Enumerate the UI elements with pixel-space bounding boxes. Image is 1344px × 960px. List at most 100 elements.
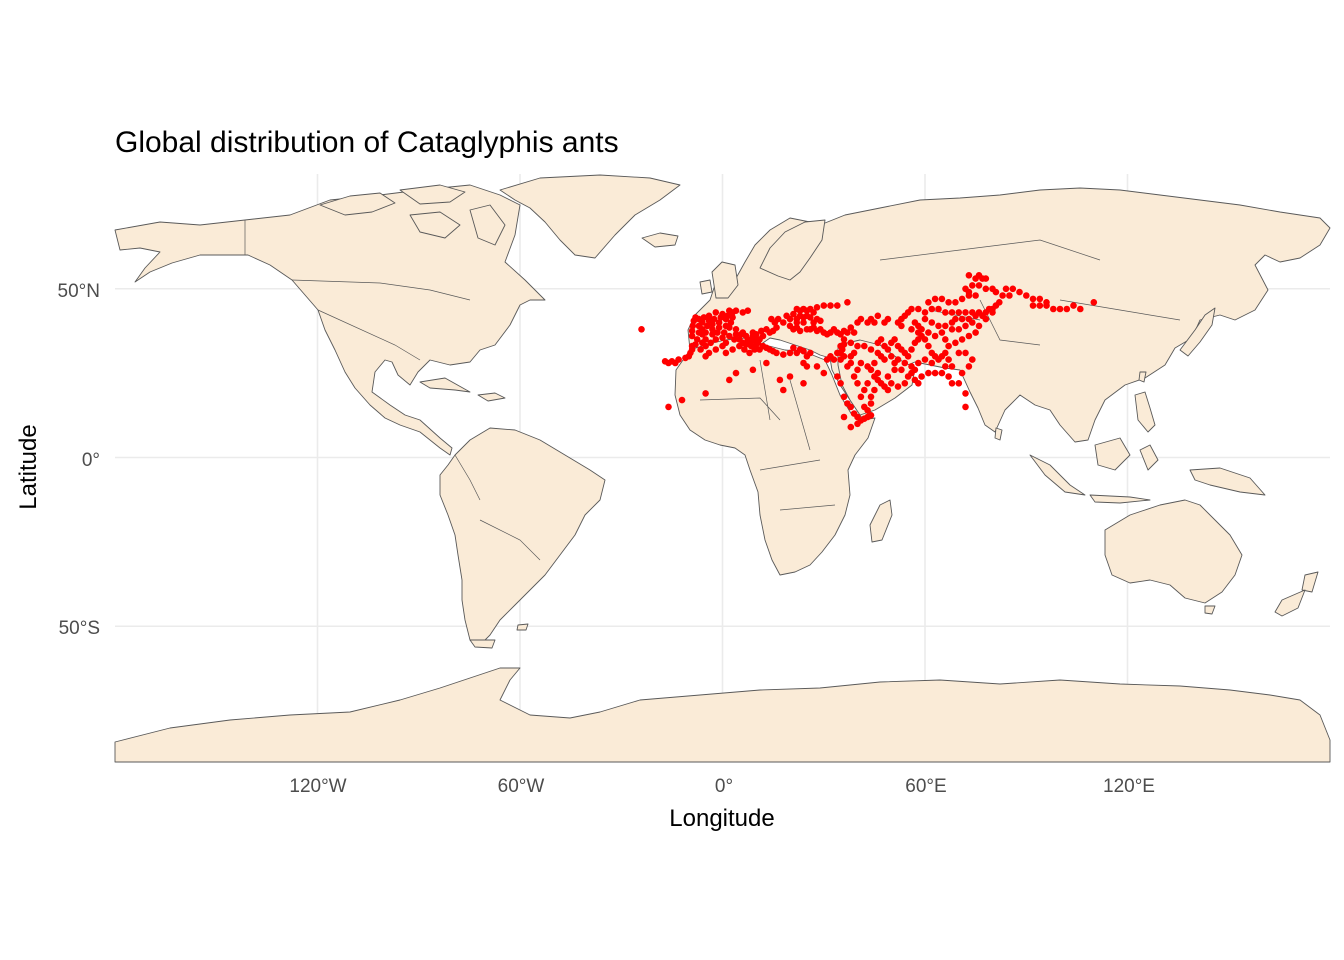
occurrence-point	[773, 324, 780, 331]
occurrence-point	[793, 319, 801, 326]
occurrence-point	[955, 326, 963, 333]
occurrence-point	[702, 390, 709, 397]
occurrence-point	[867, 346, 875, 353]
occurrence-point	[774, 315, 782, 323]
occurrence-point	[712, 346, 720, 353]
occurrence-point	[891, 336, 898, 343]
occurrence-point	[884, 386, 892, 394]
occurrence-point	[857, 359, 865, 367]
occurrence-point	[731, 336, 738, 343]
occurrence-point	[786, 349, 794, 357]
occurrence-point	[688, 327, 696, 335]
occurrence-point	[722, 349, 730, 357]
occurrence-point	[1036, 295, 1044, 303]
occurrence-point	[975, 322, 983, 330]
y-tick-label: 50°N	[58, 281, 100, 302]
landmass-arctic-archipelago	[319, 184, 506, 246]
occurrence-point	[948, 380, 956, 387]
occurrence-point	[938, 329, 946, 336]
occurrence-point	[837, 356, 844, 363]
occurrence-point	[871, 359, 878, 367]
occurrence-point	[871, 386, 878, 394]
occurrence-point	[704, 322, 711, 330]
occurrence-point	[796, 327, 804, 335]
occurrence-point	[884, 373, 892, 380]
occurrence-point	[965, 332, 973, 340]
occurrence-point	[722, 339, 730, 347]
occurrence-point	[726, 324, 733, 331]
occurrence-point	[780, 319, 787, 326]
occurrence-point	[955, 349, 963, 357]
occurrence-point	[773, 349, 780, 357]
occurrence-point	[867, 412, 875, 419]
occurrence-point	[945, 299, 952, 306]
occurrence-point	[693, 336, 701, 343]
occurrence-point	[908, 326, 915, 333]
landmass-japan	[1179, 307, 1216, 357]
occurrence-point	[898, 322, 905, 330]
occurrence-point	[975, 282, 983, 289]
occurrence-point	[938, 369, 946, 377]
x-tick-label: 0°	[715, 776, 733, 797]
occurrence-point	[925, 299, 932, 306]
occurrence-point	[739, 309, 747, 316]
landmass-africa	[674, 337, 876, 576]
occurrence-point	[1029, 302, 1037, 309]
landmass-indonesia	[1029, 437, 1266, 504]
landmass-antarctica	[114, 667, 1331, 763]
x-axis-ticks: 120°W 60°W 0° 60°E 120°E	[289, 776, 1155, 797]
occurrence-point	[915, 305, 922, 313]
occurrence-point	[830, 356, 838, 363]
occurrence-point	[908, 346, 915, 353]
occurrence-point	[884, 346, 892, 353]
occurrence-point	[840, 393, 848, 401]
occurrence-point	[1002, 285, 1010, 293]
occurrence-point	[857, 393, 865, 401]
occurrence-point	[744, 307, 752, 315]
occurrence-point	[742, 341, 750, 348]
occurrence-point	[955, 380, 963, 387]
occurrence-point	[925, 342, 932, 350]
y-tick-label: 0°	[82, 450, 100, 471]
occurrence-point	[969, 309, 976, 316]
occurrence-point	[952, 299, 959, 306]
occurrence-point	[847, 403, 855, 411]
occurrence-point	[712, 309, 720, 316]
occurrence-point	[935, 305, 942, 313]
occurrence-point	[915, 329, 922, 336]
occurrence-point	[942, 349, 949, 357]
country-borders	[244, 220, 1181, 561]
occurrence-point	[810, 309, 817, 316]
occurrence-point	[732, 326, 740, 333]
occurrence-point	[699, 319, 706, 326]
occurrence-point	[709, 326, 716, 333]
landmass-tierra-del-fuego	[469, 623, 529, 649]
occurrence-point	[850, 329, 858, 336]
occurrence-point	[1056, 305, 1064, 313]
landmass-philippines	[1134, 391, 1156, 433]
occurrence-point	[1063, 305, 1071, 313]
x-tick-label: 120°E	[1103, 776, 1155, 797]
occurrence-point	[850, 373, 858, 380]
occurrence-point	[992, 288, 1000, 296]
occurrence-point	[834, 373, 841, 380]
occurrence-point	[898, 366, 905, 374]
occurrence-point	[780, 386, 787, 394]
occurrence-point	[854, 420, 861, 428]
occurrence-point	[854, 380, 861, 387]
occurrence-point	[746, 349, 753, 357]
occurrence-point	[894, 383, 902, 390]
occurrence-point	[925, 329, 932, 336]
occurrence-point	[867, 366, 875, 374]
land-masses	[114, 174, 1331, 763]
occurrence-point	[700, 314, 708, 321]
occurrence-point	[807, 314, 814, 321]
occurrence-point	[962, 349, 969, 357]
occurrence-point	[982, 285, 990, 293]
occurrence-point	[962, 322, 969, 330]
occurrence-point	[884, 315, 892, 323]
occurrence-point	[911, 319, 919, 326]
occurrence-point	[965, 363, 973, 370]
occurrence-point	[904, 353, 912, 360]
occurrence-point	[707, 339, 714, 347]
